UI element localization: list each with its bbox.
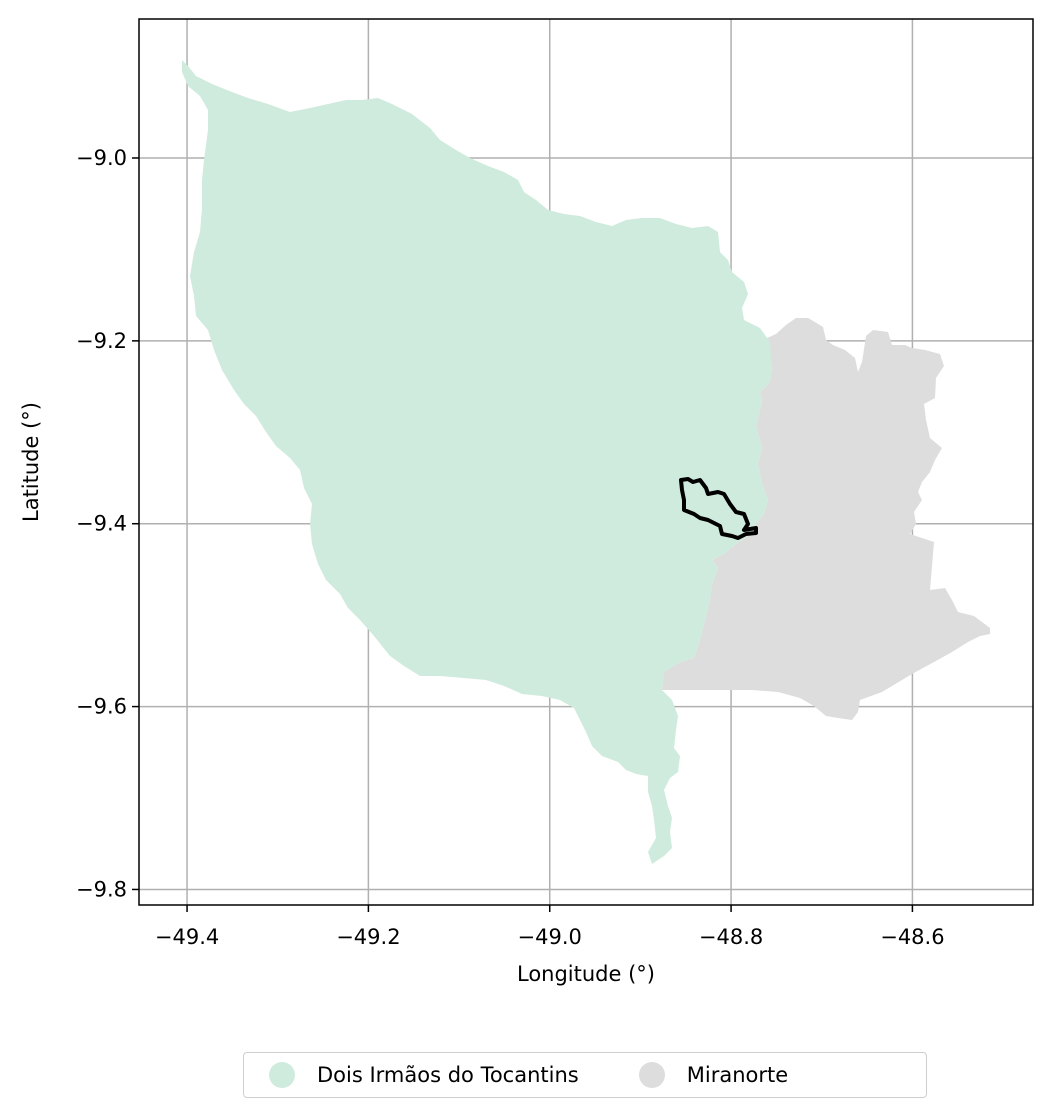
legend: Dois Irmãos do Tocantins Miranorte — [243, 1052, 927, 1098]
y-tick-label: −9.0 — [76, 146, 127, 170]
region-miranorte — [662, 318, 990, 720]
plot-area-frame — [138, 18, 1034, 906]
highlight-outline — [679, 477, 758, 540]
x-tick-label: −49.4 — [155, 925, 219, 949]
y-tick-label: −9.4 — [76, 512, 127, 536]
y-tick-label: −9.6 — [76, 695, 127, 719]
region-dois-irmaos-do-tocantins — [182, 60, 772, 864]
y-axis-ticks: −9.0 −9.2 −9.4 −9.6 −9.8 — [76, 146, 139, 901]
x-axis-title: Longitude (°) — [517, 962, 655, 986]
legend-item-dois-irmaos: Dois Irmãos do Tocantins — [269, 1062, 579, 1088]
legend-item-miranorte: Miranorte — [638, 1062, 789, 1088]
x-tick-label: −49.2 — [336, 925, 400, 949]
y-tick-label: −9.2 — [76, 329, 127, 353]
x-tick-label: −48.8 — [699, 925, 763, 949]
legend-swatch-dois-irmaos — [269, 1062, 295, 1088]
legend-label-dois-irmaos: Dois Irmãos do Tocantins — [317, 1063, 579, 1087]
y-axis-title: Latitude (°) — [19, 402, 43, 522]
legend-label-miranorte: Miranorte — [686, 1063, 789, 1087]
x-tick-label: −48.6 — [880, 925, 944, 949]
y-tick-label: −9.8 — [76, 877, 127, 901]
legend-swatch-miranorte — [638, 1062, 665, 1088]
x-axis-ticks: −49.4 −49.2 −49.0 −48.8 −48.6 — [155, 905, 945, 949]
x-tick-label: −49.0 — [518, 925, 582, 949]
